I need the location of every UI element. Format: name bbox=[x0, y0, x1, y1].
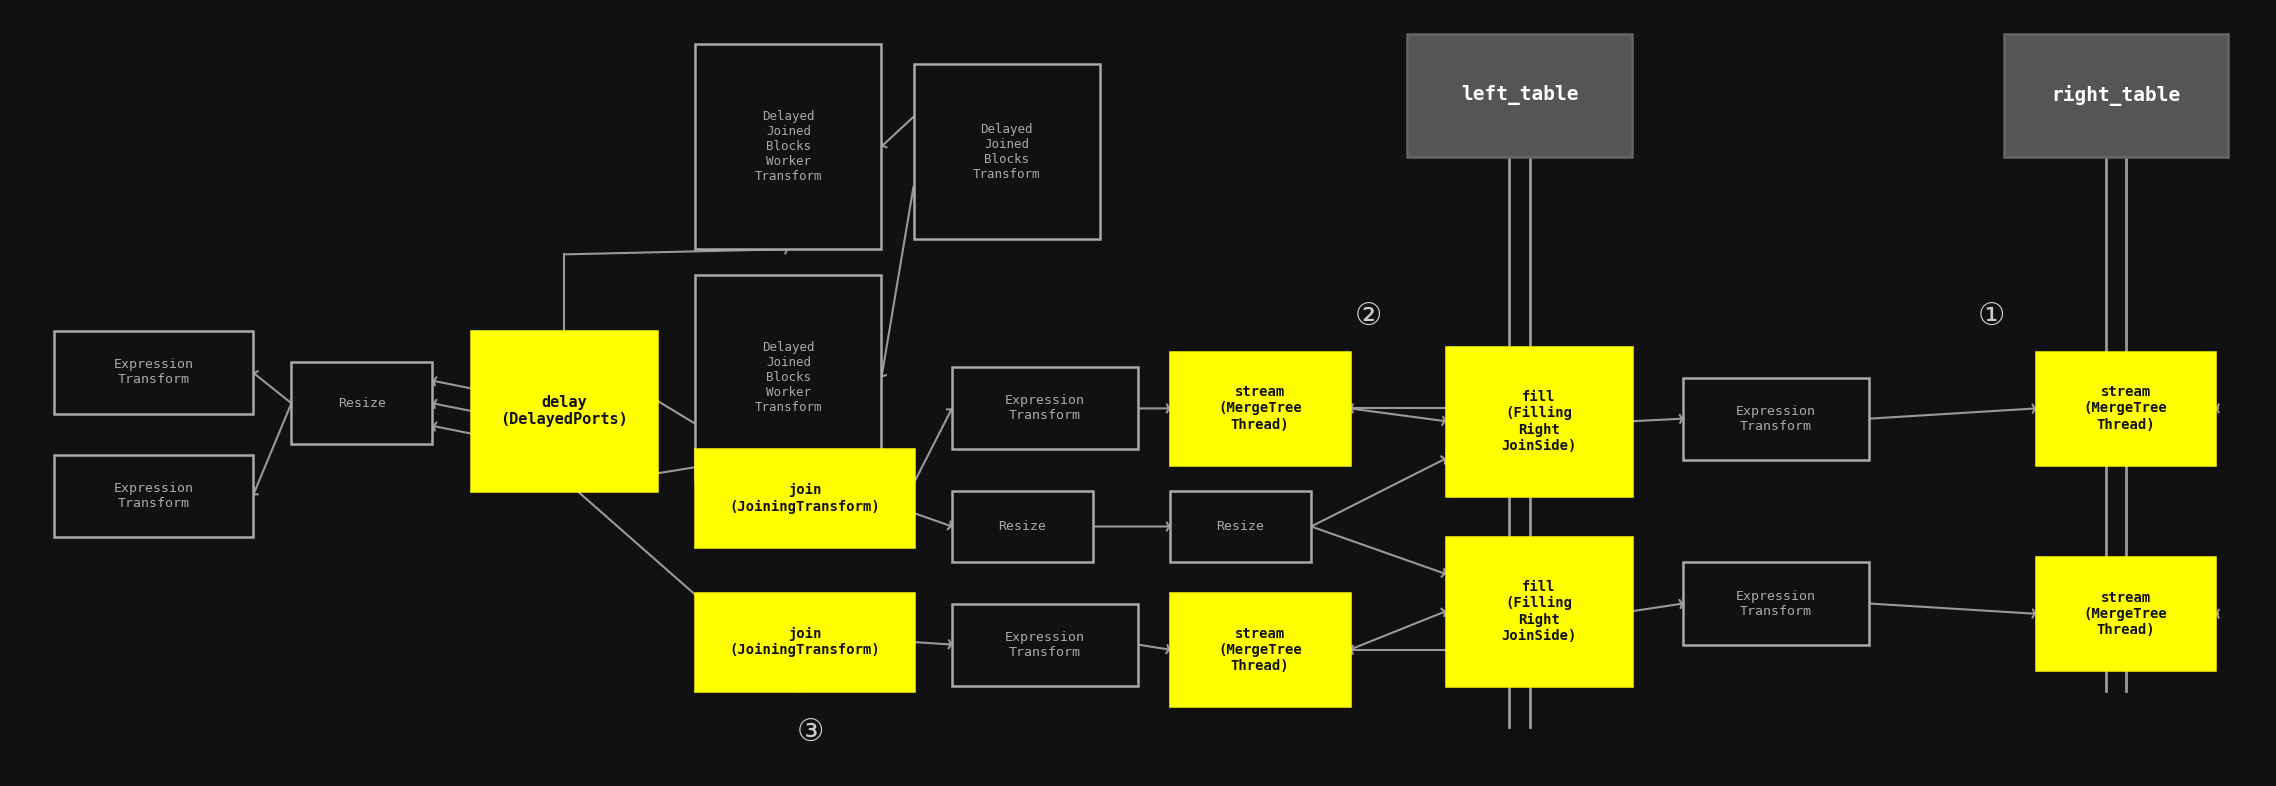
FancyBboxPatch shape bbox=[2037, 557, 2215, 670]
FancyBboxPatch shape bbox=[951, 490, 1092, 563]
FancyBboxPatch shape bbox=[1170, 352, 1350, 465]
Text: Expression
Transform: Expression Transform bbox=[1006, 395, 1086, 422]
FancyBboxPatch shape bbox=[696, 44, 881, 249]
FancyBboxPatch shape bbox=[1684, 563, 1869, 645]
Text: right_table: right_table bbox=[2051, 85, 2180, 105]
Text: Delayed
Joined
Blocks
Transform: Delayed Joined Blocks Transform bbox=[972, 123, 1040, 181]
FancyBboxPatch shape bbox=[1445, 347, 1632, 496]
Text: ①: ① bbox=[1978, 302, 2005, 330]
FancyBboxPatch shape bbox=[913, 64, 1099, 239]
Text: Delayed
Joined
Blocks
Worker
Transform: Delayed Joined Blocks Worker Transform bbox=[756, 341, 822, 414]
Text: ③: ③ bbox=[797, 718, 824, 747]
FancyBboxPatch shape bbox=[55, 454, 253, 537]
FancyBboxPatch shape bbox=[696, 450, 913, 547]
FancyBboxPatch shape bbox=[951, 367, 1138, 450]
Text: fill
(Filling
Right
JoinSide): fill (Filling Right JoinSide) bbox=[1502, 390, 1577, 453]
Text: join
(JoiningTransform): join (JoiningTransform) bbox=[728, 483, 881, 513]
Text: stream
(MergeTree
Thread): stream (MergeTree Thread) bbox=[1218, 626, 1302, 673]
FancyBboxPatch shape bbox=[696, 275, 881, 480]
FancyBboxPatch shape bbox=[2037, 352, 2215, 465]
Text: left_table: left_table bbox=[1461, 85, 1577, 105]
Text: Resize: Resize bbox=[999, 520, 1047, 533]
Text: stream
(MergeTree
Thread): stream (MergeTree Thread) bbox=[2085, 590, 2167, 637]
Text: join
(JoiningTransform): join (JoiningTransform) bbox=[728, 626, 881, 657]
FancyBboxPatch shape bbox=[1170, 593, 1350, 706]
FancyBboxPatch shape bbox=[291, 362, 432, 444]
FancyBboxPatch shape bbox=[696, 593, 913, 691]
Text: delay
(DelayedPorts): delay (DelayedPorts) bbox=[501, 395, 628, 427]
Text: ②: ② bbox=[1354, 302, 1382, 330]
Text: Expression
Transform: Expression Transform bbox=[1006, 630, 1086, 659]
FancyBboxPatch shape bbox=[1407, 34, 1632, 157]
Text: Expression
Transform: Expression Transform bbox=[1737, 590, 1816, 618]
Text: Expression
Transform: Expression Transform bbox=[1737, 405, 1816, 432]
Text: Resize: Resize bbox=[1218, 520, 1265, 533]
Text: Expression
Transform: Expression Transform bbox=[114, 358, 193, 387]
Text: Delayed
Joined
Blocks
Worker
Transform: Delayed Joined Blocks Worker Transform bbox=[756, 110, 822, 183]
FancyBboxPatch shape bbox=[1170, 490, 1311, 563]
FancyBboxPatch shape bbox=[55, 332, 253, 413]
Text: stream
(MergeTree
Thread): stream (MergeTree Thread) bbox=[2085, 385, 2167, 432]
FancyBboxPatch shape bbox=[471, 332, 658, 490]
Text: fill
(Filling
Right
JoinSide): fill (Filling Right JoinSide) bbox=[1502, 580, 1577, 643]
FancyBboxPatch shape bbox=[1684, 377, 1869, 460]
FancyBboxPatch shape bbox=[2003, 34, 2228, 157]
Text: stream
(MergeTree
Thread): stream (MergeTree Thread) bbox=[1218, 385, 1302, 432]
FancyBboxPatch shape bbox=[1445, 537, 1632, 685]
Text: Expression
Transform: Expression Transform bbox=[114, 482, 193, 509]
Text: Resize: Resize bbox=[337, 397, 387, 410]
FancyBboxPatch shape bbox=[951, 604, 1138, 685]
